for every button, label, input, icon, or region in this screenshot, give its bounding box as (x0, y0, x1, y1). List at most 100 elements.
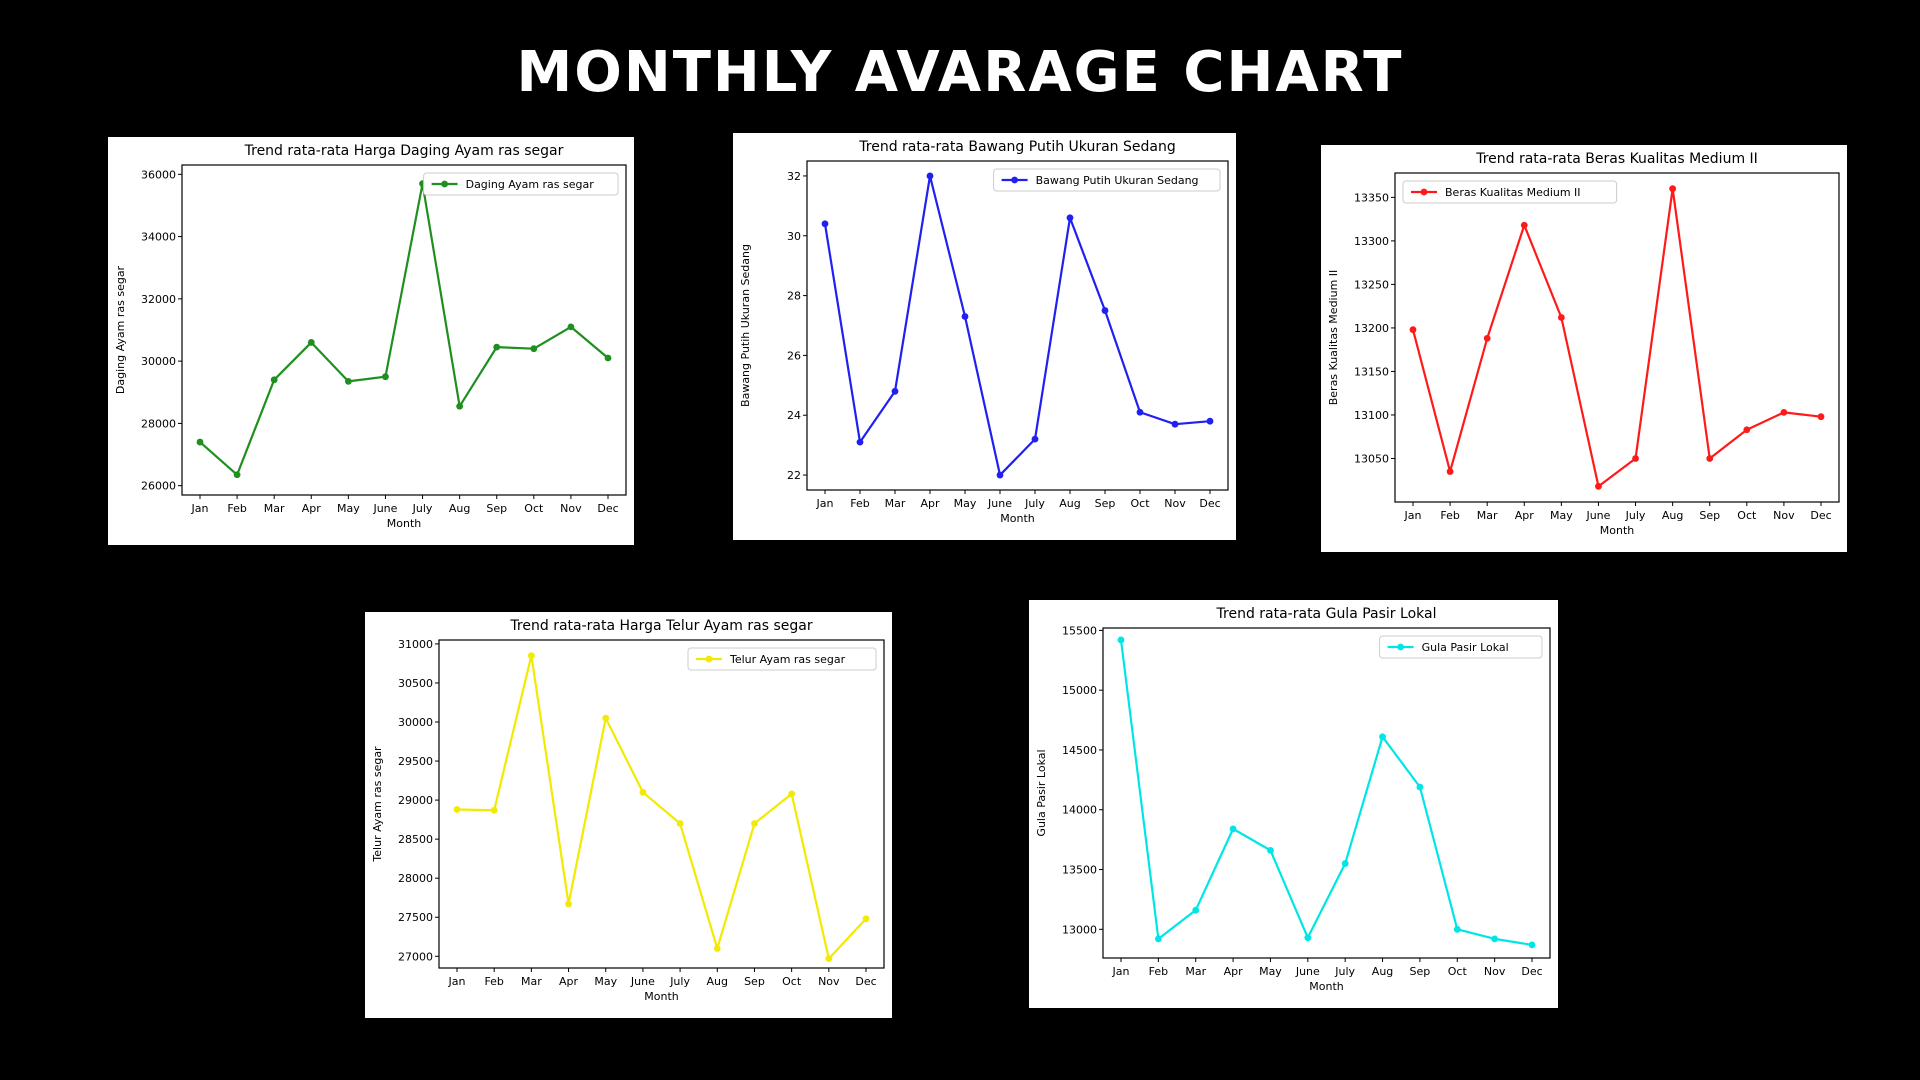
chart-title: Trend rata-rata Harga Telur Ayam ras seg… (509, 618, 812, 634)
y-axis-label: Gula Pasir Lokal (1035, 749, 1048, 836)
chart-gula-pasir: Trend rata-rata Gula Pasir Lokal 13000 135… (1029, 600, 1558, 1008)
y-tick-label: 15000 (1062, 684, 1097, 697)
chart-title: Trend rata-rata Gula Pasir Lokal (1216, 606, 1437, 622)
chart-telur-ayam: Trend rata-rata Harga Telur Ayam ras seg… (365, 612, 892, 1018)
legend-label: Bawang Putih Ukuran Sedang (1036, 174, 1199, 187)
x-tick-label: Aug (449, 502, 470, 515)
data-point (1669, 185, 1677, 193)
y-tick-label: 27500 (398, 911, 433, 924)
data-point (1446, 468, 1454, 475)
legend: Gula Pasir Lokal (1379, 635, 1543, 659)
data-point (1520, 221, 1528, 229)
data-point (1483, 334, 1491, 342)
data-point (891, 387, 899, 395)
x-tick-label: Dec (1199, 497, 1220, 510)
y-tick-label: 13350 (1354, 191, 1389, 204)
page-title: MONTHLY AVARAGE CHART (516, 40, 1404, 105)
x-tick-label: Jan (448, 975, 466, 988)
x-axis-label: Month (644, 990, 679, 1003)
data-point (1206, 417, 1214, 425)
legend-box (993, 168, 1221, 192)
data-point (233, 471, 241, 479)
data-point (1031, 435, 1039, 443)
x-tick-label: Dec (855, 975, 876, 988)
data-point (1117, 636, 1125, 644)
y-tick-label: 29500 (398, 755, 433, 768)
y-tick-label: 34000 (141, 231, 176, 244)
x-tick-label: Dec (1810, 509, 1831, 522)
data-point (530, 345, 538, 353)
chart-title: Trend rata-rata Beras Kualitas Medium II (1475, 151, 1758, 167)
data-point (196, 438, 204, 446)
x-tick-label: May (594, 975, 617, 988)
x-tick-label: Aug (1059, 497, 1080, 510)
data-point (1341, 860, 1349, 867)
data-point (567, 323, 575, 331)
x-tick-label: May (337, 502, 360, 515)
series-line (823, 174, 1211, 477)
plot-frame (181, 164, 627, 496)
legend-swatch-marker (705, 655, 713, 663)
data-point (713, 945, 721, 952)
legend-swatch-marker (1011, 176, 1018, 184)
x-tick-label: Nov (1773, 509, 1795, 522)
data-point (639, 788, 647, 796)
data-point (1780, 408, 1788, 416)
chart-daging-ayam: Trend rata-rata Harga Daging Ayam ras se… (108, 137, 634, 545)
x-tick-label: June (630, 975, 655, 988)
x-axis-label: Month (1000, 512, 1035, 525)
data-point (1267, 846, 1274, 854)
x-tick-label: July (412, 502, 433, 515)
data-point (1416, 783, 1424, 791)
data-point (1101, 307, 1109, 314)
legend-label: Daging Ayam ras segar (466, 178, 595, 191)
y-tick-label: 28000 (141, 417, 176, 430)
legend-swatch-marker (441, 180, 448, 188)
y-tick-label: 30500 (398, 677, 433, 690)
y-tick-label: 28500 (398, 833, 433, 846)
y-tick-label: 13050 (1354, 452, 1389, 465)
data-point (1632, 455, 1639, 462)
x-tick-label: Nov (1484, 965, 1506, 978)
x-tick-label: July (1024, 497, 1045, 510)
x-tick-label: Dec (1521, 965, 1542, 978)
y-tick-label: 13000 (1062, 923, 1097, 936)
data-point (821, 220, 829, 228)
x-tick-label: June (1295, 965, 1320, 978)
data-point (1817, 413, 1825, 421)
x-tick-label: Aug (707, 975, 728, 988)
x-tick-label: Apr (559, 975, 579, 988)
x-tick-label: Sep (1410, 965, 1431, 978)
data-point (270, 376, 278, 384)
x-tick-label: Oct (524, 502, 544, 515)
x-tick-label: Feb (1440, 509, 1459, 522)
x-tick-label: Nov (1164, 497, 1186, 510)
data-point (1743, 426, 1751, 434)
x-tick-label: Mar (264, 502, 285, 515)
data-point (825, 955, 833, 963)
chart-bawang-putih: Trend rata-rata Bawang Putih Ukuran Seda… (733, 133, 1236, 540)
y-tick-label: 28000 (398, 872, 433, 885)
x-tick-label: May (954, 497, 977, 510)
y-tick-label: 36000 (141, 168, 176, 181)
y-tick-label: 13300 (1354, 235, 1389, 248)
data-point (1229, 825, 1237, 833)
legend-box (1402, 180, 1618, 204)
series-line (1411, 187, 1822, 488)
x-tick-label: Mar (521, 975, 542, 988)
y-tick-label: 13500 (1062, 864, 1097, 877)
x-axis-label: Month (387, 517, 422, 530)
y-tick-label: 13100 (1354, 409, 1389, 422)
y-tick-label: 14500 (1062, 744, 1097, 757)
plot-frame (438, 639, 885, 969)
x-tick-label: Sep (744, 975, 765, 988)
legend-box (423, 172, 619, 196)
x-tick-label: Mar (885, 497, 906, 510)
legend: Bawang Putih Ukuran Sedang (993, 168, 1221, 192)
x-tick-label: Feb (227, 502, 246, 515)
data-point (1706, 455, 1714, 462)
x-tick-label: May (1259, 965, 1282, 978)
y-tick-label: 32 (787, 170, 801, 183)
y-tick-label: 13150 (1354, 365, 1389, 378)
x-tick-label: Apr (1224, 965, 1244, 978)
